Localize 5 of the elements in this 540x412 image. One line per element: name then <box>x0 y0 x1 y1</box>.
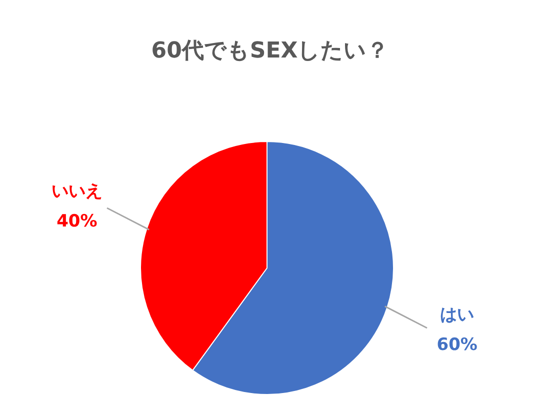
slice-label: はい <box>440 305 474 326</box>
slice-label: いいえ <box>51 182 102 202</box>
data-label: 40% <box>56 212 98 232</box>
chart-title: 60代でもSEXしたい？ <box>151 38 389 64</box>
data-label: 60% <box>436 335 478 356</box>
